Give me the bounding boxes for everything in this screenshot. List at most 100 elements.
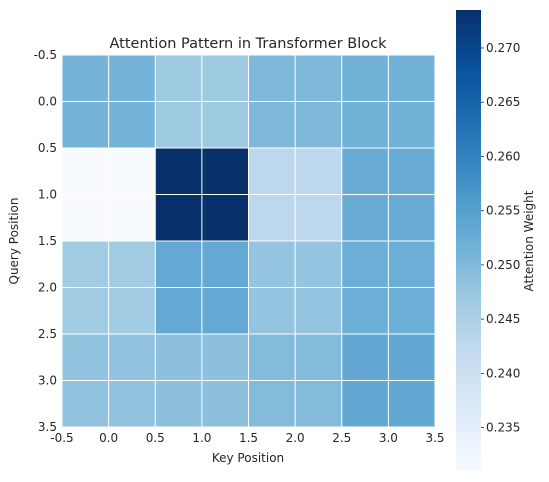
x-axis-label: Key Position — [212, 451, 284, 465]
heatmap-cell — [155, 334, 202, 381]
colorbar-tick-label: 0.240 — [486, 366, 520, 380]
heatmap-cell — [388, 101, 435, 148]
heatmap-cell — [295, 287, 342, 334]
heatmap-cell — [201, 101, 249, 148]
y-tick-label: 2.0 — [38, 281, 57, 295]
heatmap-cell — [248, 194, 296, 241]
heatmap-cell — [108, 148, 156, 195]
heatmap-cell — [341, 101, 389, 148]
heatmap-cell — [62, 101, 109, 148]
heatmap-cell — [388, 334, 435, 381]
heatmap-cell — [201, 55, 249, 102]
heatmap-cell — [341, 241, 389, 288]
heatmap-cell — [62, 194, 109, 241]
heatmap-cell — [248, 241, 296, 288]
heatmap-cell — [62, 55, 109, 102]
heatmap-cell — [295, 148, 342, 195]
heatmap-cell — [295, 380, 342, 427]
grid-lines — [61, 54, 436, 428]
heatmap-cell — [201, 380, 249, 427]
heatmap-cell — [341, 380, 389, 427]
x-tick-label: 0.5 — [146, 431, 165, 445]
heatmap-cell — [388, 194, 435, 241]
colorbar-tick-label: 0.270 — [486, 41, 520, 55]
x-axis-ticks: -0.5 0.0 0.5 1.0 1.5 2.0 2.5 3.0 3.5 — [50, 431, 444, 445]
x-tick-label: 3.5 — [425, 431, 444, 445]
y-tick-label: 0.5 — [38, 141, 57, 155]
x-tick-label: -0.5 — [50, 431, 73, 445]
heatmap-cell — [295, 241, 342, 288]
heatmap-cell — [201, 334, 249, 381]
heatmap-cell — [62, 148, 109, 195]
heatmap-cell — [155, 380, 202, 427]
heatmap-cell — [108, 194, 156, 241]
y-tick-label: 1.0 — [38, 188, 57, 202]
heatmap-cell — [155, 55, 202, 102]
heatmap-cell — [295, 101, 342, 148]
heatmap-cell — [201, 241, 249, 288]
y-axis-ticks: -0.5 0.0 0.5 1.0 1.5 2.0 2.5 3.0 3.5 — [34, 48, 57, 434]
colorbar-ticks: 0.235 0.240 0.245 0.250 0.255 0.260 0.265 0.270 — [481, 41, 520, 435]
heatmap-cell — [295, 334, 342, 381]
colorbar-label: Attention Weight — [522, 190, 536, 291]
heatmap-cell — [341, 334, 389, 381]
heatmap-cell — [155, 194, 202, 241]
heatmap-cell — [341, 287, 389, 334]
heatmap-cell — [341, 148, 389, 195]
y-axis-label: Query Position — [7, 197, 21, 284]
heatmap-cell — [341, 194, 389, 241]
heatmap-cell — [201, 287, 249, 334]
colorbar — [456, 10, 481, 471]
heatmap-cell — [108, 380, 156, 427]
x-tick-label: 1.0 — [192, 431, 211, 445]
heatmap-cell — [108, 55, 156, 102]
heatmap-cell — [108, 241, 156, 288]
heatmap-cell — [248, 334, 296, 381]
y-tick-label: 3.5 — [38, 420, 57, 434]
heatmap-cell — [248, 148, 296, 195]
colorbar-tick-label: 0.255 — [486, 204, 520, 218]
heatmap-cell — [388, 380, 435, 427]
heatmap-cell — [295, 194, 342, 241]
heatmap-cell — [62, 241, 109, 288]
heatmap-cell — [62, 334, 109, 381]
heatmap-cell — [248, 55, 296, 102]
x-tick-label: 1.5 — [239, 431, 258, 445]
heatmap-cell — [155, 101, 202, 148]
y-tick-label: -0.5 — [34, 48, 57, 62]
heatmap-cell — [388, 241, 435, 288]
heatmap-cell — [201, 194, 249, 241]
heatmap-cell — [108, 101, 156, 148]
heatmap-cell — [62, 380, 109, 427]
heatmap-cell — [108, 334, 156, 381]
heatmap-cell — [388, 55, 435, 102]
colorbar-tick-label: 0.265 — [486, 95, 520, 109]
colorbar-tick-label: 0.235 — [486, 421, 520, 435]
heatmap-cell — [201, 148, 249, 195]
y-tick-label: 3.0 — [38, 374, 57, 388]
heatmap-cell — [62, 287, 109, 334]
heatmap-cell — [108, 287, 156, 334]
heatmap-cell — [295, 55, 342, 102]
heatmap-cell — [248, 287, 296, 334]
colorbar-tick-label: 0.250 — [486, 258, 520, 272]
heatmap-cell — [248, 380, 296, 427]
heatmap-cell — [341, 55, 389, 102]
colorbar-tick-label: 0.245 — [486, 312, 520, 326]
x-tick-label: 2.5 — [332, 431, 351, 445]
heatmap-cell — [155, 287, 202, 334]
chart-title: Attention Pattern in Transformer Block — [110, 36, 388, 52]
colorbar-tick-label: 0.260 — [486, 149, 520, 163]
x-tick-label: 2.0 — [286, 431, 305, 445]
y-tick-label: 0.0 — [38, 95, 57, 109]
heatmap-cells — [62, 55, 435, 427]
heatmap-cell — [155, 148, 202, 195]
heatmap-cell — [248, 101, 296, 148]
heatmap-cell — [388, 287, 435, 334]
heatmap-cell — [155, 241, 202, 288]
y-tick-label: 2.5 — [38, 327, 57, 341]
x-tick-label: 0.0 — [99, 431, 118, 445]
y-tick-label: 1.5 — [38, 234, 57, 248]
heatmap-cell — [388, 148, 435, 195]
